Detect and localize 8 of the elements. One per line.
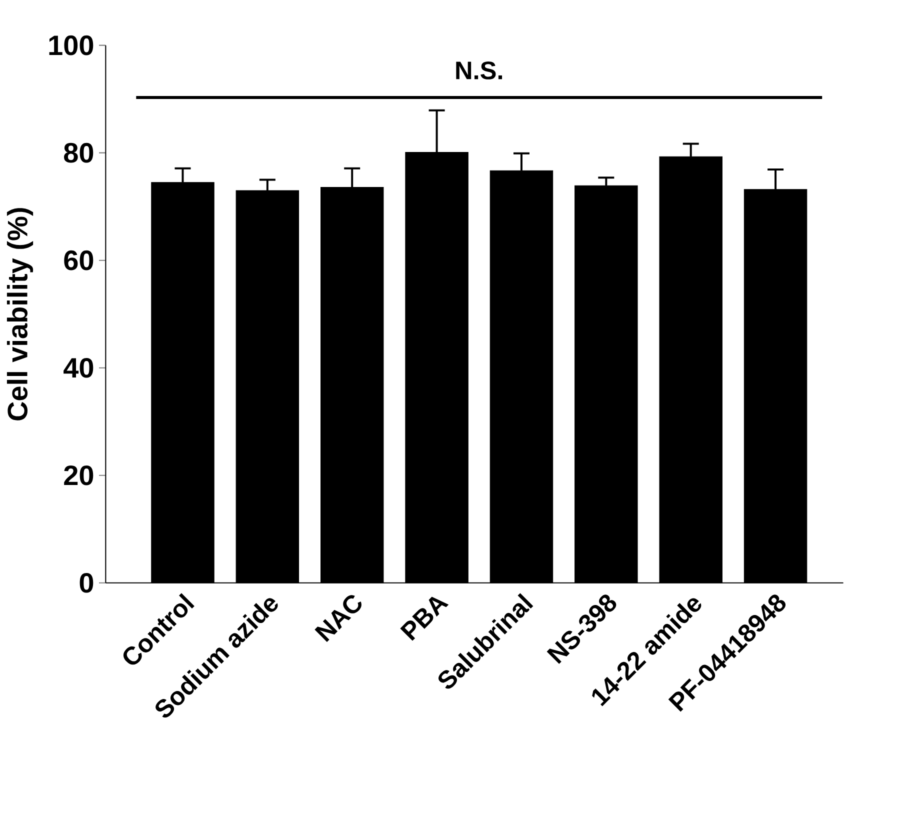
y-tick-label: 0 [80, 572, 94, 593]
y-tick-label: 20 [64, 465, 94, 486]
y-tick-label: 100 [49, 35, 94, 56]
y-tick-label: 60 [64, 250, 94, 270]
ref-line-label: N.S. [456, 62, 502, 80]
y-tick-label: 80 [64, 142, 94, 163]
y-axis-title: Cell viability (%) [6, 208, 34, 420]
y-tick-label: 40 [64, 358, 94, 378]
